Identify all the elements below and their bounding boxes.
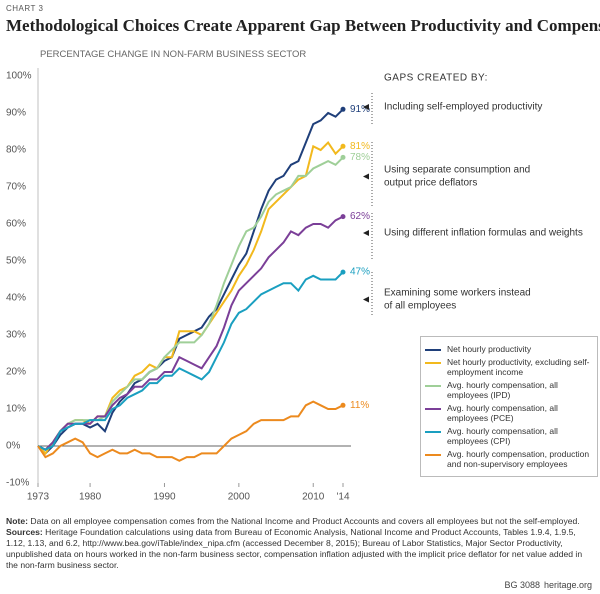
note-text: Data on all employee compensation comes … xyxy=(30,516,580,526)
x-tick-label: 2010 xyxy=(302,492,325,503)
gap-label: of all employees xyxy=(384,301,456,312)
sources-label: Sources: xyxy=(6,527,43,537)
legend: Net hourly productivity Net hourly produc… xyxy=(420,336,598,477)
value-label: 11% xyxy=(350,400,369,411)
gap-label: Using different inflation formulas and w… xyxy=(384,228,583,239)
gap-arrow xyxy=(363,173,369,180)
gap-arrow xyxy=(363,230,369,236)
legend-label: Net hourly productivity, excluding self-… xyxy=(447,357,590,377)
series-line xyxy=(37,400,344,462)
end-point xyxy=(340,214,346,220)
end-point xyxy=(340,143,346,149)
gap-label: output price deflators xyxy=(384,178,477,189)
legend-label: Net hourly productivity xyxy=(447,344,532,354)
legend-entry: Avg. hourly compensation, all employees … xyxy=(425,426,593,446)
chart-subtitle: PERCENTAGE CHANGE IN NON-FARM BUSINESS S… xyxy=(40,49,307,60)
series-line xyxy=(37,156,344,451)
x-tick-label: '14 xyxy=(336,492,349,503)
end-point xyxy=(340,269,346,275)
x-tick-label: 2000 xyxy=(228,492,251,503)
y-tick-label: 0% xyxy=(6,441,21,452)
gap-label: Examining some workers instead xyxy=(384,288,531,299)
y-tick-label: 80% xyxy=(6,145,26,156)
end-point xyxy=(340,402,346,408)
legend-swatch xyxy=(425,362,441,364)
gap-arrow xyxy=(363,296,369,303)
y-tick-label: 60% xyxy=(6,219,26,230)
annotation-heading: GAPS CREATED BY: xyxy=(384,73,488,84)
value-label: 62% xyxy=(350,211,370,222)
legend-entry: Avg. hourly compensation, production and… xyxy=(425,449,593,469)
gap-label: Using separate consumption and xyxy=(384,165,530,176)
end-point xyxy=(340,106,346,112)
legend-label: Avg. hourly compensation, all employees … xyxy=(447,380,558,400)
y-tick-label: 20% xyxy=(6,367,26,378)
note-label: Note: xyxy=(6,516,28,526)
x-tick-label: 1973 xyxy=(27,492,50,503)
legend-entry: Net hourly productivity xyxy=(425,344,593,354)
series-line xyxy=(37,215,344,451)
sources: Sources: Heritage Foundation calculation… xyxy=(6,527,594,571)
y-tick-label: 30% xyxy=(6,330,26,341)
x-tick-label: 1990 xyxy=(153,492,176,503)
y-tick-label: 40% xyxy=(6,293,26,304)
y-tick-label: 100% xyxy=(6,71,32,82)
legend-label: Avg. hourly compensation, all employees … xyxy=(447,403,558,423)
legend-entry: Avg. hourly compensation, all employees … xyxy=(425,403,593,423)
gap-label: Including self-employed productivity xyxy=(384,102,542,113)
series-line xyxy=(37,108,344,455)
sources-text: Heritage Foundation calculations using d… xyxy=(6,527,583,570)
legend-swatch xyxy=(425,349,441,351)
series-line xyxy=(37,141,344,455)
legend-swatch xyxy=(425,431,441,433)
chart-title: Methodological Choices Create Apparent G… xyxy=(6,16,600,35)
legend-label: Avg. hourly compensation, all employees … xyxy=(447,426,558,446)
chart-label: CHART 3 xyxy=(6,4,44,13)
value-label: 81% xyxy=(350,141,370,152)
end-point xyxy=(340,154,346,160)
value-label: 91% xyxy=(350,104,370,115)
y-tick-label: 70% xyxy=(6,182,26,193)
note: Note: Data on all employee compensation … xyxy=(6,516,594,527)
value-label: 47% xyxy=(350,267,370,278)
notes: Note: Data on all employee compensation … xyxy=(6,516,594,571)
series-line xyxy=(37,271,344,451)
x-tick-label: 1980 xyxy=(79,492,102,503)
y-tick-label: -10% xyxy=(6,478,29,489)
y-tick-label: 90% xyxy=(6,108,26,119)
gap-arrow xyxy=(363,104,369,110)
legend-swatch xyxy=(425,385,441,387)
y-tick-label: 10% xyxy=(6,404,26,415)
legend-swatch xyxy=(425,408,441,410)
footer-id: BG 3088 xyxy=(504,580,540,590)
legend-entry: Net hourly productivity, excluding self-… xyxy=(425,357,593,377)
y-tick-label: 50% xyxy=(6,256,26,267)
legend-label: Avg. hourly compensation, production and… xyxy=(447,449,590,469)
legend-entry: Avg. hourly compensation, all employees … xyxy=(425,380,593,400)
footer-site: heritage.org xyxy=(543,580,592,590)
legend-swatch xyxy=(425,454,441,456)
value-label: 78% xyxy=(350,152,370,163)
chart: GAPS CREATED BY: 100% 90% 80% 70% 60% 50% 40% 3… xyxy=(6,68,583,503)
